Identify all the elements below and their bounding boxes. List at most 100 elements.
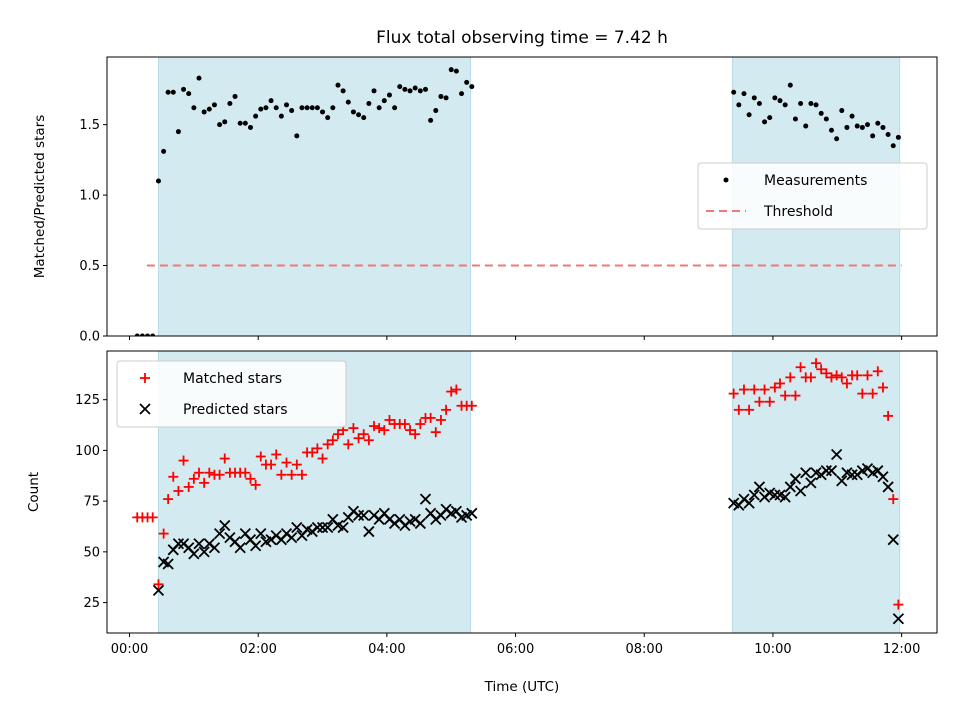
legend-entry-threshold: Threshold <box>706 204 833 220</box>
marker-stroke <box>779 491 791 503</box>
matched-stars-point <box>744 404 755 415</box>
measurement-point <box>870 133 876 139</box>
y-tick-label: 75 <box>83 495 100 510</box>
marker-stroke <box>872 465 884 477</box>
predicted-stars-point <box>748 489 760 501</box>
matched-stars-point <box>466 400 477 411</box>
measurement-point <box>134 333 140 336</box>
marker-stroke <box>208 542 221 554</box>
y-tick-label: 0.5 <box>79 259 100 274</box>
measurement-point <box>762 119 768 125</box>
y-axis-label-top: Matched/Predicted stars <box>32 115 48 278</box>
matched-stars-point <box>255 451 266 462</box>
measurement-point <box>191 105 197 111</box>
matched-stars-point <box>867 388 878 399</box>
y-tick-label: 1.5 <box>79 118 100 133</box>
predicted-stars-point <box>414 517 426 530</box>
matched-stars-point <box>399 419 410 430</box>
matched-stars-point <box>775 378 786 389</box>
y-tick-label: 100 <box>75 444 100 459</box>
measurement-point <box>161 148 167 154</box>
predicted-stars-point <box>753 481 766 493</box>
measurement-point <box>258 106 264 112</box>
legend-bottom: Matched stars Predicted stars <box>116 360 347 428</box>
matched-stars-point <box>841 378 852 389</box>
marker-stroke <box>219 519 231 532</box>
marker-stroke <box>784 481 796 493</box>
matched-stars-point <box>410 429 421 440</box>
marker-stroke <box>337 521 349 534</box>
predicted-stars-point <box>188 548 200 560</box>
matched-stars-point <box>821 368 832 379</box>
matched-stars-point <box>188 473 199 484</box>
marker-stroke <box>836 475 848 487</box>
marker-stroke <box>846 469 858 481</box>
measurement-point <box>808 101 814 106</box>
measurement-point <box>834 136 840 142</box>
matched-stars-point <box>785 372 796 383</box>
predicted-stars-point <box>820 465 832 477</box>
predicted-stars-point <box>213 527 226 540</box>
matched-stars-point <box>430 427 441 438</box>
matched-stars-point <box>353 433 364 444</box>
measurement-point <box>330 105 336 111</box>
matched-stars-point <box>728 388 739 399</box>
marker-stroke <box>322 521 334 534</box>
measurement-point <box>155 178 161 184</box>
measurement-point <box>345 99 351 105</box>
measurement-point <box>268 98 274 104</box>
matched-stars-point <box>250 479 261 490</box>
y-tick-label: 50 <box>83 545 100 560</box>
matched-stars-point <box>816 364 827 375</box>
predicted-stars-point <box>358 509 370 521</box>
marker-stroke <box>830 448 843 461</box>
predicted-stars-point <box>198 546 210 558</box>
measurement-point <box>237 120 243 126</box>
marker-stroke <box>255 527 267 540</box>
measurement-point <box>196 75 202 81</box>
marker-stroke <box>198 546 210 558</box>
marker-stroke <box>841 467 853 479</box>
observing-interval-shade <box>157 56 472 337</box>
measurement-point <box>175 129 181 135</box>
predicted-stars-point <box>172 538 185 550</box>
predicted-stars-point <box>466 507 478 519</box>
predicted-stars-point <box>743 497 755 509</box>
matched-stars-point <box>733 404 744 415</box>
matched-stars-point <box>888 494 899 505</box>
chart-title: Flux total observing time = 7.42 h <box>376 28 668 48</box>
measurement-point <box>335 82 341 88</box>
matched-stars-point <box>199 477 210 488</box>
predicted-stars-point <box>789 473 802 485</box>
marker-stroke <box>311 521 324 534</box>
predicted-stars-point <box>846 469 858 481</box>
matched-stars-point <box>405 425 416 436</box>
measurement-point <box>777 98 783 104</box>
marker-stroke <box>753 481 766 493</box>
measurement-point <box>792 116 798 122</box>
marker-stroke <box>743 497 755 509</box>
matched-stars-point <box>291 459 302 470</box>
predicted-stars-point <box>162 558 174 570</box>
predicted-stars-point <box>322 521 334 534</box>
measurement-point <box>782 102 788 108</box>
measurement-point <box>289 108 295 114</box>
measurement-point <box>253 113 259 119</box>
measurement-point <box>340 88 346 94</box>
predicted-stars-point <box>779 491 791 503</box>
matched-stars-point <box>363 435 374 446</box>
marker-stroke <box>152 584 165 597</box>
marker-stroke <box>234 542 246 554</box>
matched-stars-point <box>877 382 888 393</box>
matched-stars-point <box>332 429 343 440</box>
marker-stroke <box>291 521 303 534</box>
measurement-point <box>895 134 901 140</box>
marker-stroke <box>327 513 339 526</box>
measurement-point <box>206 106 212 112</box>
marker-stroke <box>774 489 786 501</box>
matched-stars-point <box>759 384 770 395</box>
predicted-stars-point <box>249 540 262 552</box>
predicted-stars-point <box>208 542 221 554</box>
measurement-point <box>443 95 449 101</box>
marker-stroke <box>286 532 298 544</box>
